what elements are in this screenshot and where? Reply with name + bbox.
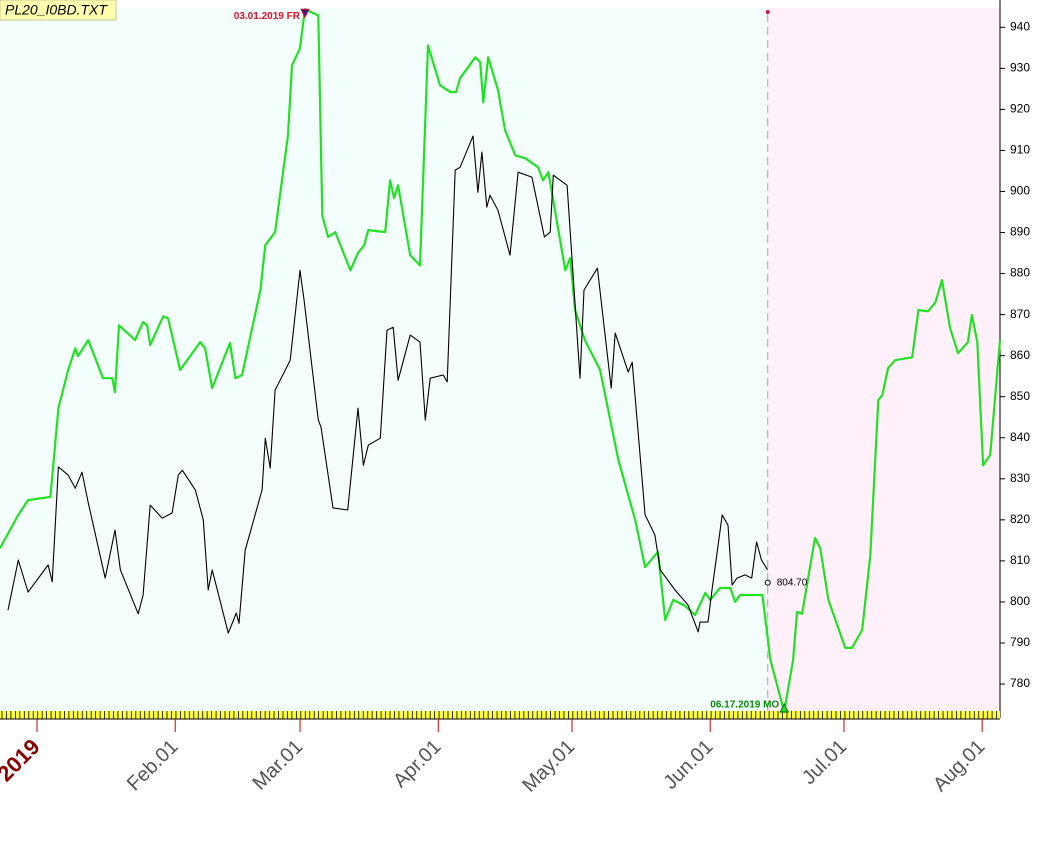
future-background [767, 8, 1000, 714]
split-dot [765, 10, 770, 14]
y-tick-label: 830 [1010, 471, 1030, 485]
y-tick-label: 880 [1010, 266, 1030, 280]
y-tick-label: 900 [1010, 184, 1030, 198]
y-tick-label: 820 [1010, 512, 1030, 526]
y-tick-label: 810 [1010, 553, 1030, 567]
y-tick-label: 790 [1010, 635, 1030, 649]
high-marker [300, 8, 310, 19]
x-tick-label: Apr.01 [389, 736, 445, 792]
x-tick-label: Mar.01 [249, 736, 308, 795]
x-tick-label: Jun.01 [659, 736, 717, 794]
x-tick-label: 2019 [0, 734, 45, 786]
last-value-label: 804.70 [777, 577, 808, 588]
last-value-marker [764, 579, 771, 586]
y-tick-label: 840 [1010, 430, 1030, 444]
y-tick-label: 920 [1010, 102, 1030, 116]
x-tick-label: Aug.01 [929, 736, 989, 796]
series-line [0, 8, 1002, 713]
history-background [0, 8, 768, 714]
x-tick-label: May.01 [518, 736, 579, 797]
chart-title: PL20_I0BD.TXT [5, 2, 108, 18]
title-box [0, 0, 117, 21]
y-tick-label: 860 [1010, 348, 1030, 362]
y-tick-label: 800 [1010, 594, 1030, 608]
y-tick-label: 910 [1010, 143, 1030, 157]
y-tick-label: 870 [1010, 307, 1030, 321]
series-line [7, 135, 769, 634]
y-tick-label: 890 [1010, 225, 1030, 239]
y-tick-label: 930 [1010, 61, 1030, 75]
high-label: 03.01.2019 FR [234, 11, 301, 22]
x-tick-label: Feb.01 [123, 736, 183, 796]
low-label: 06.17.2019 MO [710, 700, 779, 711]
low-marker [779, 702, 790, 713]
y-tick-label: 850 [1010, 389, 1030, 403]
time-ruler [0, 711, 1000, 719]
background [0, 8, 1000, 714]
y-tick-label: 780 [1010, 676, 1030, 690]
x-tick-label: Jul.01 [798, 736, 851, 789]
y-tick-label: 940 [1010, 19, 1030, 33]
